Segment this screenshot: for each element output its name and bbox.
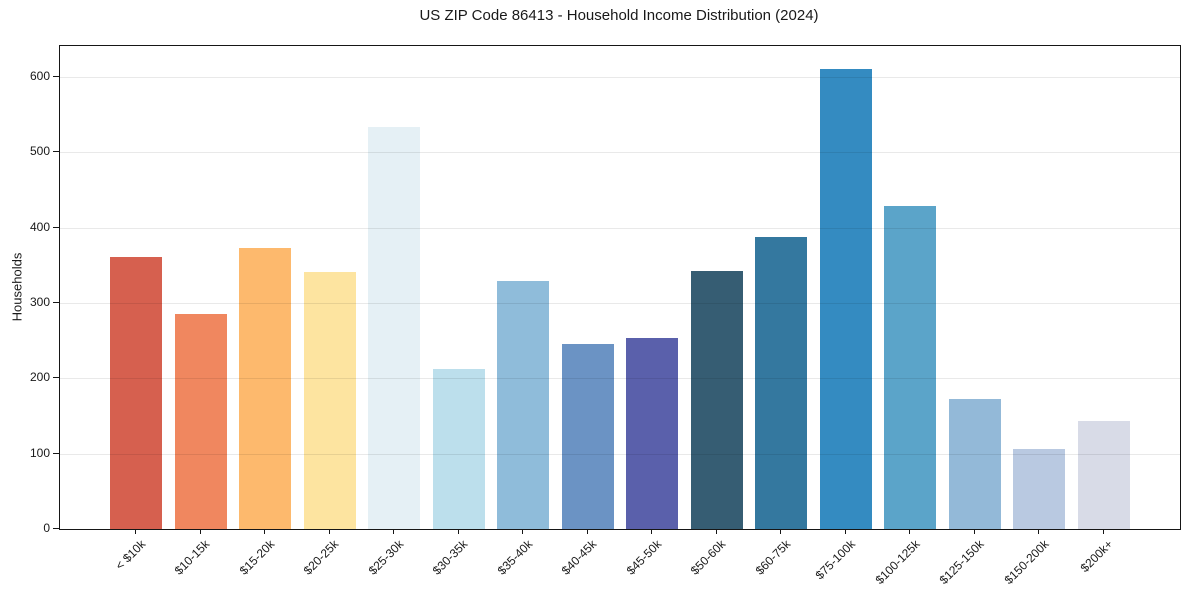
- x-tick: [844, 529, 846, 534]
- x-tick: [522, 529, 524, 534]
- x-tick: [393, 529, 395, 534]
- gridline: [60, 453, 1180, 455]
- x-tick-label: $125-150k: [936, 537, 987, 588]
- y-tick-label: 500: [29, 144, 50, 159]
- bar-$50-60k: [690, 271, 743, 529]
- x-tick-label: $40-45k: [559, 537, 600, 578]
- y-tick-label: 100: [29, 445, 50, 460]
- y-axis-title: Households: [9, 252, 25, 322]
- bar-$20-25k: [303, 272, 356, 529]
- bar-$10-15k: [174, 314, 227, 529]
- x-tick: [457, 529, 459, 534]
- bar-$150-200k: [1013, 449, 1066, 529]
- bar-$60-75k: [755, 237, 808, 529]
- x-tick: [586, 529, 588, 534]
- bar-$75-100k: [819, 68, 872, 529]
- chart-title: US ZIP Code 86413 - Household Income Dis…: [419, 7, 819, 24]
- y-tick: [53, 528, 59, 530]
- gridline: [60, 152, 1180, 154]
- x-tick: [715, 529, 717, 534]
- x-tick: [328, 529, 330, 534]
- y-tick-label: 300: [29, 294, 50, 309]
- bar-$35-40k: [497, 281, 550, 529]
- x-tick-label: $45-50k: [623, 537, 665, 578]
- gridline: [60, 76, 1180, 78]
- x-tick: [780, 529, 782, 534]
- bar-$200k+: [1077, 421, 1130, 529]
- bar-$125-150k: [948, 398, 1001, 529]
- y-tick: [53, 452, 59, 454]
- x-tick-label: $10-15k: [172, 537, 213, 578]
- bar-$25-30k: [368, 127, 421, 529]
- bar-$45-50k: [626, 338, 679, 529]
- gridline: [60, 378, 1180, 380]
- y-tick: [53, 301, 59, 304]
- y-tick-label: 200: [29, 370, 50, 385]
- x-tick-label: $50-60k: [688, 537, 729, 578]
- y-tick-label: 600: [29, 68, 50, 83]
- x-tick-label: $25-30k: [365, 537, 407, 578]
- y-tick-label: 400: [29, 219, 50, 234]
- x-tick-label: $150-200k: [1001, 537, 1052, 588]
- x-tick-label: $100-125k: [872, 537, 923, 588]
- y-tick: [53, 377, 59, 379]
- x-tick-label: $30-35k: [430, 537, 471, 578]
- x-tick-label: $15-20k: [236, 537, 278, 578]
- x-tick: [1038, 529, 1040, 534]
- x-tick-label: $200k+: [1077, 537, 1116, 575]
- y-tick-label: 0: [43, 521, 50, 535]
- y-tick: [53, 151, 59, 153]
- bar-< $10k: [110, 256, 163, 529]
- x-tick: [651, 529, 653, 534]
- gridline: [60, 302, 1180, 304]
- x-tick-label: $35-40k: [494, 537, 536, 578]
- x-tick-label: $60-75k: [752, 537, 794, 578]
- y-tick: [53, 75, 59, 78]
- x-tick-label: < $10k: [112, 537, 149, 573]
- x-tick: [909, 529, 911, 534]
- bar-$30-35k: [432, 369, 485, 529]
- x-tick-label: $20-25k: [301, 537, 342, 578]
- bar-$15-20k: [239, 247, 292, 529]
- y-tick: [53, 226, 59, 228]
- x-tick: [135, 529, 137, 534]
- bar-$100-125k: [884, 205, 937, 529]
- gridline: [60, 227, 1180, 229]
- x-tick: [199, 529, 201, 534]
- x-tick: [264, 529, 266, 534]
- x-tick: [973, 529, 975, 534]
- plot-area: [59, 45, 1181, 530]
- x-tick: [1102, 529, 1104, 534]
- x-tick-label: $75-100k: [812, 537, 858, 583]
- bar-$40-45k: [561, 343, 614, 529]
